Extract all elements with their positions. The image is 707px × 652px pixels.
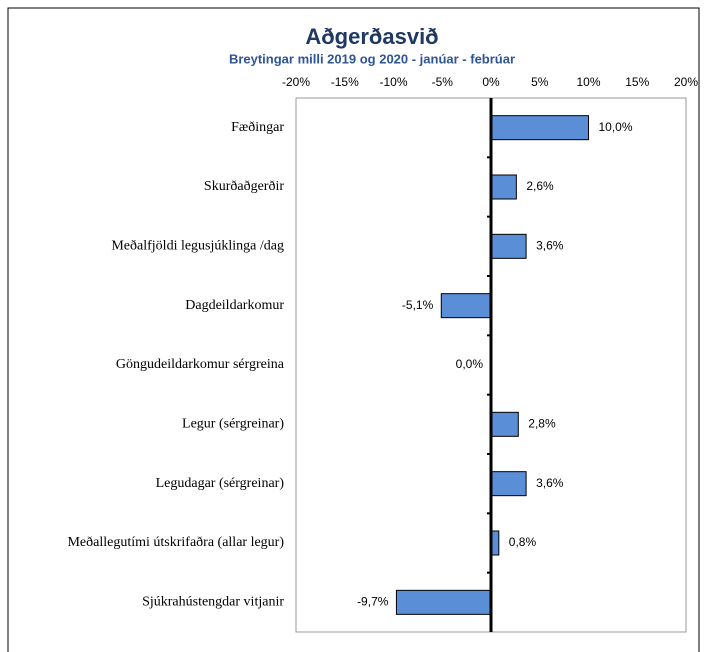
y-tick-label: Sjúkrahústengdar vitjanir <box>142 595 284 610</box>
value-label: 3,6% <box>536 476 564 490</box>
x-tick-label: -20% <box>282 75 310 89</box>
value-label: 2,8% <box>528 417 556 431</box>
chart-frame <box>7 7 700 652</box>
bar <box>490 471 527 497</box>
x-tick-label: 5% <box>531 75 549 89</box>
value-label: 0,0% <box>456 357 484 371</box>
x-tick-label: -10% <box>379 75 407 89</box>
bar <box>395 589 492 615</box>
x-tick-label: -15% <box>331 75 359 89</box>
value-label: 3,6% <box>536 239 564 253</box>
y-tick-label: Dagdeildarkomur <box>185 298 284 313</box>
x-tick-label: 20% <box>674 75 698 89</box>
value-label: 2,6% <box>526 179 554 193</box>
bar <box>490 411 519 437</box>
y-tick-label: Legur (sérgreinar) <box>182 417 284 432</box>
value-label: -9,7% <box>357 595 389 609</box>
value-label: 0,8% <box>509 535 537 549</box>
x-tick-label: -5% <box>432 75 454 89</box>
value-label: 10,0% <box>599 120 633 134</box>
x-tick-label: 15% <box>625 75 649 89</box>
chart-title: Aðgerðasvið <box>305 24 438 49</box>
bar <box>440 293 492 319</box>
bar <box>490 115 589 141</box>
bar <box>490 174 517 200</box>
y-tick-label: Göngudeildarkomur sérgreina <box>116 357 285 372</box>
value-label: -5,1% <box>402 298 434 312</box>
y-tick-label: Legudagar (sérgreinar) <box>156 476 285 491</box>
y-tick-label: Fæðingar <box>231 120 284 135</box>
y-tick-label: Meðalfjöldi legusjúklinga /dag <box>111 239 284 254</box>
y-tick-label: Skurðaðgerðir <box>204 179 284 194</box>
x-tick-label: 10% <box>576 75 600 89</box>
x-tick-label: 0% <box>482 75 500 89</box>
y-tick-label: Meðallegutími útskrifaðra (allar legur) <box>67 535 284 550</box>
bar <box>490 233 527 259</box>
chart-subtitle: Breytingar milli 2019 og 2020 - janúar -… <box>229 51 515 66</box>
